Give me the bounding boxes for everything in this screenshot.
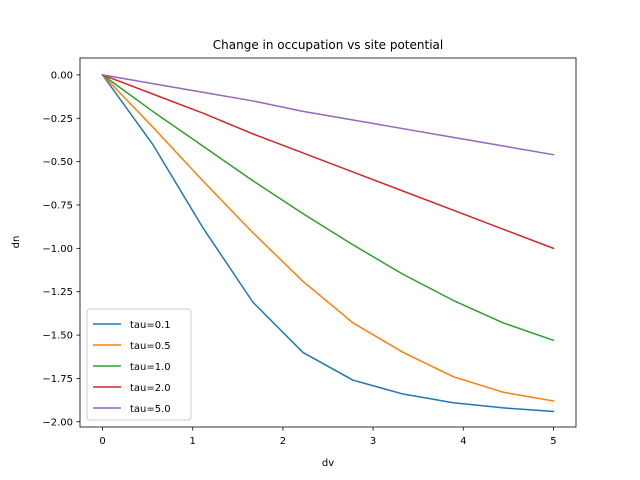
- legend-label: tau=0.1: [130, 320, 171, 331]
- legend-label: tau=0.5: [130, 341, 171, 352]
- series-line-tau-2-0: [101, 73, 555, 250]
- series-line-tau-1-0: [101, 73, 555, 342]
- series-layer: [101, 73, 555, 413]
- legend-label: tau=1.0: [130, 362, 171, 373]
- y-tick-label: −0.25: [42, 114, 73, 125]
- legend-box: [86, 308, 192, 421]
- series-line-tau-0-5: [101, 73, 555, 402]
- y-axis: 0.00 −0.25 −0.50 −0.75 −1.00 −1.25 −1.50 −1.75 −…: [42, 70, 80, 428]
- x-tick-label: 2: [280, 436, 286, 447]
- y-tick-label: −0.50: [42, 157, 73, 168]
- x-tick-label: 3: [370, 436, 376, 447]
- legend-label: tau=5.0: [130, 404, 171, 415]
- x-axis: 0 1 2 3 4 5: [99, 427, 557, 447]
- chart-title: Change in occupation vs site potential: [213, 38, 443, 52]
- x-tick-label: 0: [99, 436, 105, 447]
- y-tick-label: 0.00: [51, 70, 73, 81]
- y-tick-label: −2.00: [42, 417, 73, 428]
- y-tick-label: −1.25: [42, 287, 73, 298]
- legend: tau=0.1 tau=0.5 tau=1.0 tau=2.0 tau=5.0: [86, 308, 192, 421]
- x-tick-label: 1: [190, 436, 196, 447]
- x-tick-label: 5: [550, 436, 556, 447]
- plot-area-frame: [79, 57, 577, 428]
- y-tick-label: −1.00: [42, 244, 73, 255]
- y-axis-label: dn: [11, 236, 22, 249]
- x-tick-label: 4: [460, 436, 466, 447]
- x-axis-label: dv: [322, 458, 334, 469]
- y-tick-label: −0.75: [42, 200, 73, 211]
- series-line-tau-0-1: [101, 73, 555, 413]
- y-tick-label: −1.50: [42, 331, 73, 342]
- series-line-tau-5-0: [101, 74, 555, 156]
- legend-label: tau=2.0: [130, 383, 171, 394]
- y-tick-label: −1.75: [42, 374, 73, 385]
